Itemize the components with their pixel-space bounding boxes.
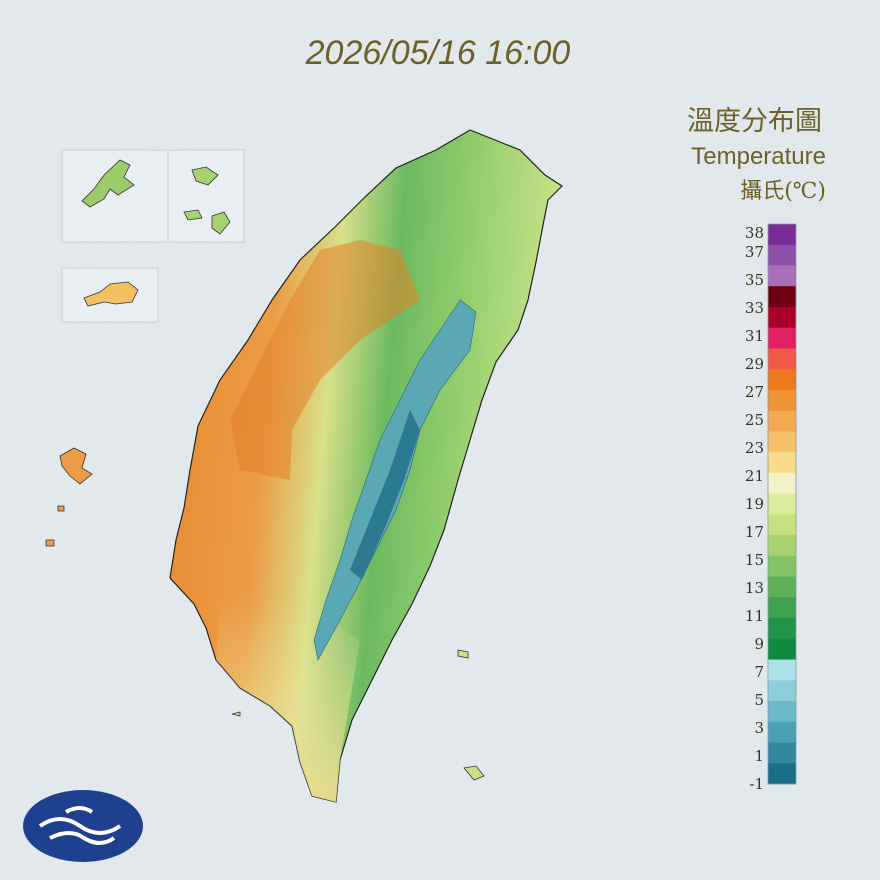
legend-label: 21 bbox=[745, 467, 764, 485]
legend-swatch bbox=[768, 514, 796, 536]
legend-label: 1 bbox=[754, 747, 764, 765]
legend-swatch bbox=[768, 244, 796, 266]
unit: 攝氏(℃) bbox=[740, 179, 826, 204]
legend-swatch bbox=[768, 680, 796, 702]
legend-swatch bbox=[768, 721, 796, 744]
legend-label: 31 bbox=[745, 327, 764, 345]
legend-label: 33 bbox=[745, 299, 764, 317]
legend-swatch bbox=[768, 265, 796, 287]
legend-swatch bbox=[768, 555, 796, 578]
legend-swatch bbox=[768, 638, 796, 661]
legend-swatch bbox=[768, 306, 796, 329]
legend-label: 9 bbox=[754, 635, 764, 653]
legend-label: 38 bbox=[745, 224, 764, 242]
legend-swatch bbox=[768, 431, 796, 453]
legend-label: 5 bbox=[754, 691, 764, 709]
legend-swatch bbox=[768, 618, 796, 640]
legend-label: 15 bbox=[745, 551, 764, 569]
legend-swatch bbox=[768, 742, 796, 764]
legend-swatch bbox=[768, 327, 796, 349]
south-plain bbox=[216, 600, 360, 802]
islet bbox=[231, 649, 485, 781]
island bbox=[191, 166, 219, 186]
legend-swatch bbox=[768, 763, 796, 785]
legend-label: 7 bbox=[754, 663, 764, 681]
legend-swatch bbox=[768, 597, 796, 619]
legend-label: 3 bbox=[754, 719, 764, 737]
legend-swatch bbox=[768, 286, 796, 308]
legend-label: 11 bbox=[745, 607, 764, 625]
hot-zone bbox=[230, 240, 420, 480]
legend-label: 35 bbox=[745, 271, 764, 289]
island bbox=[81, 159, 135, 208]
penghu bbox=[45, 447, 93, 547]
timestamp: 2026/05/16 16:00 bbox=[305, 34, 571, 72]
legend-swatch bbox=[768, 535, 796, 557]
legend-label: 23 bbox=[745, 439, 764, 457]
logo-mark bbox=[38, 806, 122, 845]
legend-swatch bbox=[768, 659, 796, 681]
legend-label: 19 bbox=[745, 495, 764, 513]
mountain-peak bbox=[350, 410, 420, 580]
legend-swatch bbox=[768, 493, 796, 515]
legend-swatch bbox=[768, 224, 796, 246]
island bbox=[183, 209, 231, 235]
legend-label: 17 bbox=[745, 523, 764, 541]
legend-swatch bbox=[768, 452, 796, 474]
legend-swatch bbox=[768, 576, 796, 598]
legend-label: 13 bbox=[745, 579, 764, 597]
legend-label: 27 bbox=[745, 383, 764, 401]
legend-swatch bbox=[768, 369, 796, 391]
subtitle: Temperature bbox=[691, 143, 826, 170]
legend-label: 37 bbox=[745, 243, 764, 261]
legend-swatch bbox=[768, 389, 796, 412]
title: 溫度分布圖 bbox=[687, 106, 822, 137]
legend-label: 25 bbox=[745, 411, 764, 429]
legend-frame bbox=[767, 223, 797, 785]
legend-label: -1 bbox=[749, 775, 764, 793]
island bbox=[83, 281, 139, 307]
legend-swatch bbox=[768, 410, 796, 432]
legend-swatch bbox=[768, 348, 796, 370]
legend-label: 29 bbox=[745, 355, 764, 373]
legend-swatch bbox=[768, 701, 796, 723]
legend-swatch bbox=[768, 472, 796, 495]
